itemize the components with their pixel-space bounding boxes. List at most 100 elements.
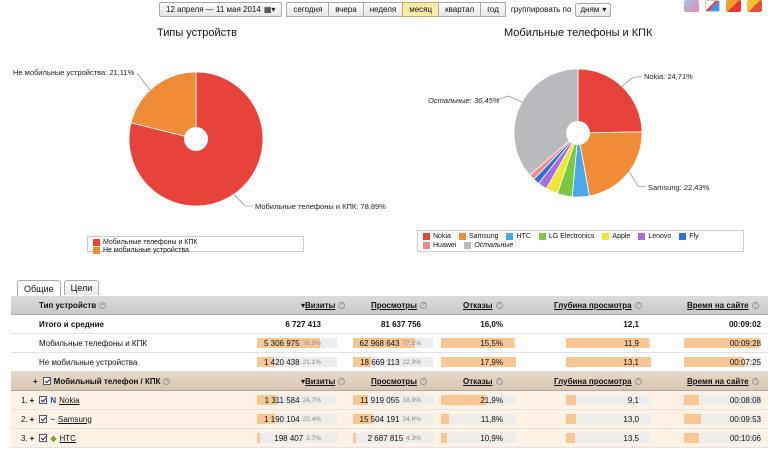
pie2-leader-nokia xyxy=(619,75,643,89)
help-icon[interactable]: ? xyxy=(634,301,642,309)
table-header-header1: Тип устройств ▪ ▾ Визиты? Просмотры? Отказы? Г… xyxy=(11,296,768,315)
header-visits-label: Визиты xyxy=(305,300,336,310)
legend-label: Samsung xyxy=(468,233,499,241)
header-time-label: Время на сайте xyxy=(687,300,749,310)
legend-label: Fly xyxy=(689,233,699,241)
help-icon[interactable]: ? xyxy=(751,377,759,385)
row-checkbox[interactable] xyxy=(39,396,48,404)
period-button-0[interactable]: сегодня xyxy=(286,2,330,17)
legend2-item-5[interactable]: Lenovo xyxy=(638,233,671,241)
cell-visits: 1 190 104 22,4% xyxy=(264,410,321,428)
settings-icon[interactable]: ▪ xyxy=(163,377,171,385)
visits-bar-bg xyxy=(257,395,337,405)
views-bar-bg xyxy=(353,395,433,405)
views-value: 62 968 643 xyxy=(359,338,400,348)
row-checkbox[interactable] xyxy=(39,434,48,442)
help-icon[interactable]: ? xyxy=(634,377,642,385)
pie2-slice-8 xyxy=(513,68,579,176)
views-bar-bg xyxy=(353,414,433,424)
total-views: 81 637 756 xyxy=(380,319,421,329)
cell-visits: 5 306 975 78,9% xyxy=(264,334,321,352)
header-col-time[interactable]: Время на сайте? xyxy=(687,296,759,314)
cell-bounces: 10,9% xyxy=(480,429,503,447)
views-percent: 77,1% xyxy=(402,339,421,347)
depth-bar-bg xyxy=(566,433,651,443)
brand-link[interactable]: HTC xyxy=(59,433,76,443)
legend1-item-0[interactable]: Мобильные телефоны и КПК xyxy=(93,239,198,246)
help-icon[interactable]: ? xyxy=(420,377,428,385)
expand-all-icon[interactable]: + xyxy=(33,376,38,386)
tab-goals[interactable]: Цели xyxy=(63,280,100,295)
help-icon[interactable]: ? xyxy=(338,377,346,385)
visits-percent: 24,7% xyxy=(302,396,321,404)
header-col-time[interactable]: Время на сайте? xyxy=(687,372,759,390)
time-bar-fill xyxy=(684,395,700,405)
legend1-item-1[interactable]: Не мобильные устройства xyxy=(93,247,189,254)
brand-link[interactable]: Nokia xyxy=(59,395,80,405)
legend-swatch xyxy=(679,233,687,241)
group-by-select[interactable]: дням ▾ xyxy=(575,2,612,17)
help-icon[interactable]: ? xyxy=(495,301,503,309)
header-col-views[interactable]: Просмотры? xyxy=(371,296,428,314)
brand-link[interactable]: Samsung xyxy=(58,414,92,424)
header-col-visits[interactable]: ▾ Визиты? xyxy=(301,372,346,390)
tab-general[interactable]: Общие xyxy=(17,280,61,296)
legend-swatch xyxy=(93,247,100,254)
help-icon[interactable]: ? xyxy=(420,301,428,309)
legend2-item-1[interactable]: Samsung xyxy=(458,233,499,241)
period-button-4[interactable]: квартал xyxy=(438,2,482,17)
settings-icon[interactable]: ▪ xyxy=(99,301,107,309)
period-button-3[interactable]: месяц xyxy=(402,2,440,17)
visits-percent: 21,1% xyxy=(302,358,321,366)
sort-desc-icon: ▾ xyxy=(301,300,306,310)
cell-time: 00:09:53 xyxy=(730,410,761,428)
header-col-bounces[interactable]: Отказы? xyxy=(463,372,503,390)
date-range-picker[interactable]: 12 апреля — 11 мая 2014 ▦▾ xyxy=(159,2,283,17)
visits-percent: 78,9% xyxy=(302,339,321,347)
legend2-item-0[interactable]: Nokia xyxy=(423,233,451,241)
report-tabs: Общие Цели xyxy=(17,280,100,296)
help-icon[interactable]: ? xyxy=(495,377,503,385)
header-col-bounces[interactable]: Отказы? xyxy=(463,296,503,314)
line-chart-icon[interactable] xyxy=(705,0,720,12)
legend2-item-6[interactable]: Fly xyxy=(679,233,699,241)
period-button-2[interactable]: неделя xyxy=(362,2,404,17)
legend2-item-3[interactable]: LG Electronics xyxy=(538,233,594,241)
toolbar: 12 апреля — 11 мая 2014 ▦▾ сегодня вчера н… xyxy=(159,2,612,17)
expand-row-icon[interactable]: + xyxy=(29,414,35,424)
row-dimension: 3. + ◆ HTC xyxy=(21,429,76,447)
legend2-item-8[interactable]: Остальные xyxy=(464,241,513,249)
header-col-views[interactable]: Просмотры? xyxy=(371,372,428,390)
help-icon[interactable]: ? xyxy=(751,301,759,309)
row-number: 2. xyxy=(21,414,28,424)
time-bar-fill xyxy=(684,357,745,367)
header-first-col: Тип устройств ▪ xyxy=(39,296,107,314)
pie1-leader-nonmobile xyxy=(136,72,151,91)
row-checkbox[interactable] xyxy=(39,415,48,423)
expand-row-icon[interactable]: + xyxy=(29,395,35,405)
pie2-slice-2 xyxy=(571,132,590,198)
chart-type-icon[interactable] xyxy=(684,0,699,12)
period-button-5[interactable]: год xyxy=(480,2,506,17)
select-all-checkbox[interactable] xyxy=(42,377,51,385)
visits-bar-bg xyxy=(257,433,337,443)
help-icon[interactable]: ? xyxy=(338,301,346,309)
header-col-depth[interactable]: Глубина просмотра? xyxy=(554,372,642,390)
legend2-item-4[interactable]: Apple xyxy=(602,233,630,241)
expand-row-icon[interactable]: + xyxy=(29,433,35,443)
pie2-slice-1 xyxy=(577,131,643,197)
table-icon[interactable] xyxy=(747,0,762,12)
pie-chart-icon[interactable] xyxy=(726,0,741,12)
legend2-item-7[interactable]: Huawei xyxy=(423,241,456,249)
period-button-1[interactable]: вчера xyxy=(328,2,364,17)
visits-percent: 22,4% xyxy=(302,415,321,423)
views-bar-fill xyxy=(353,395,369,405)
views-bar-fill xyxy=(353,414,373,424)
cell-time: 00:08:08 xyxy=(730,391,761,409)
legend-label: Мобильные телефоны и КПК xyxy=(103,239,198,246)
bounces-bar-fill xyxy=(441,357,516,367)
header-col-depth[interactable]: Глубина просмотра? xyxy=(554,296,642,314)
legend2-item-2[interactable]: HTC xyxy=(506,233,531,241)
header-first-col: + Мобильный телефон / КПК ▪ xyxy=(31,372,171,390)
header-col-visits[interactable]: ▾ Визиты? xyxy=(301,296,346,314)
